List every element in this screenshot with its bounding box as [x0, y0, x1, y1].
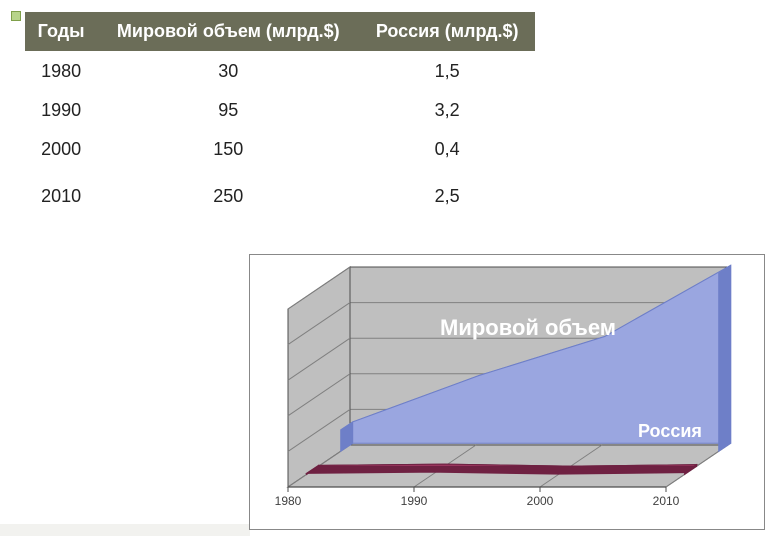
data-table: Годы Мировой объем (млрд.$) Россия (млрд…: [25, 12, 535, 215]
table-row: 1980 30 1,5: [25, 51, 535, 90]
cell-year: 1980: [25, 51, 97, 90]
cell-world: 150: [97, 129, 359, 168]
table-body: 1980 30 1,5 1990 95 3,2 2000 150 0,4 201…: [25, 51, 535, 215]
footer-strip: [0, 524, 250, 536]
table-row: 1990 95 3,2: [25, 90, 535, 129]
cell-russia: 2,5: [359, 168, 535, 215]
svg-text:2010: 2010: [653, 494, 680, 508]
cell-year: 2010: [25, 168, 97, 215]
col-header-years: Годы: [25, 12, 97, 51]
svg-text:Мировой объем: Мировой объем: [440, 315, 616, 340]
col-header-world: Мировой объем (млрд.$): [97, 12, 359, 51]
cell-world: 30: [97, 51, 359, 90]
svg-text:1980: 1980: [275, 494, 302, 508]
area-3d-chart: Мировой объем Россия 1980 1990 2000 2010: [249, 254, 765, 530]
table-header-row: Годы Мировой объем (млрд.$) Россия (млрд…: [25, 12, 535, 51]
table-row: 2000 150 0,4: [25, 129, 535, 168]
table-row: 2010 250 2,5: [25, 168, 535, 215]
svg-text:2000: 2000: [527, 494, 554, 508]
cell-world: 250: [97, 168, 359, 215]
cell-year: 2000: [25, 129, 97, 168]
col-header-russia: Россия (млрд.$): [359, 12, 535, 51]
svg-text:1990: 1990: [401, 494, 428, 508]
svg-text:Россия: Россия: [638, 421, 702, 441]
cell-russia: 3,2: [359, 90, 535, 129]
cell-year: 1990: [25, 90, 97, 129]
cell-russia: 1,5: [359, 51, 535, 90]
selection-marker: [12, 12, 20, 20]
cell-world: 95: [97, 90, 359, 129]
cell-russia: 0,4: [359, 129, 535, 168]
